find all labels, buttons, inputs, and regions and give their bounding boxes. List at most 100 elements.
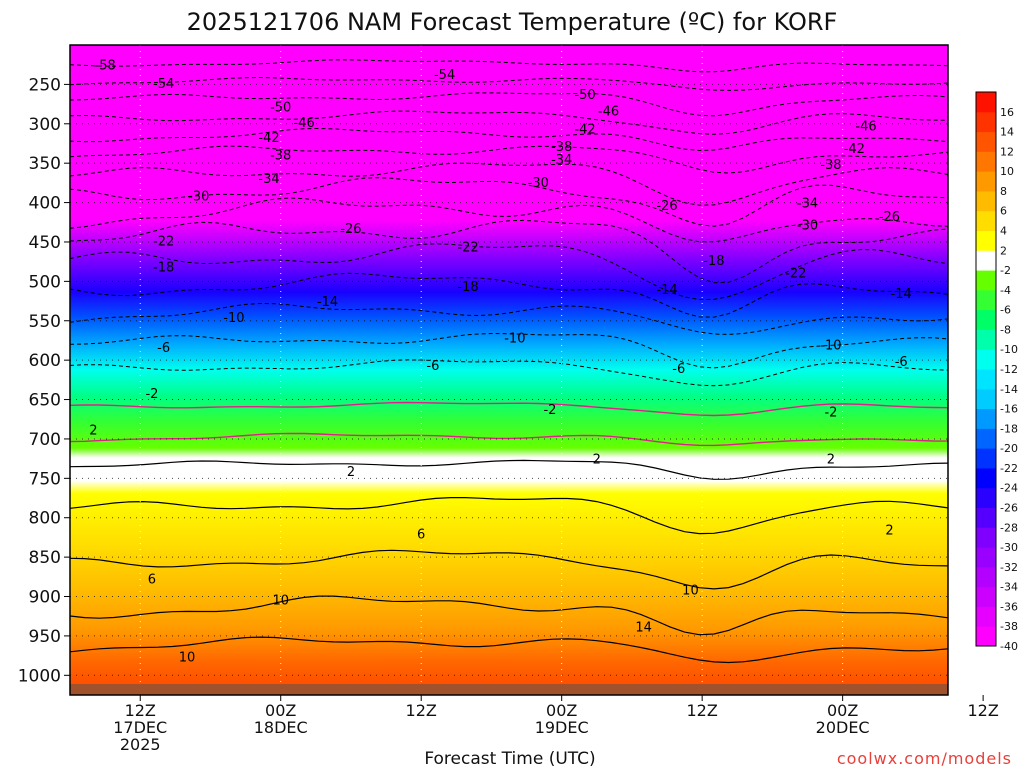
contour-label: -38 — [270, 149, 291, 164]
colorbar-label: 8 — [1000, 185, 1007, 198]
x-tick-label: 00Z — [827, 701, 858, 720]
freezing-contour-line — [70, 401, 948, 417]
colorbar-segment — [976, 467, 996, 489]
y-tick-label: 850 — [29, 548, 61, 568]
colorbar-label: -10 — [1000, 343, 1018, 356]
colorbar-label: 12 — [1000, 145, 1014, 158]
y-tick-label: 400 — [29, 194, 61, 214]
colorbar-segment — [976, 566, 996, 588]
contour-label: -6 — [895, 355, 908, 370]
colorbar-label: -26 — [1000, 502, 1018, 515]
colorbar-segment — [976, 586, 996, 607]
colorbar-segment — [976, 171, 996, 192]
y-tick-label: 600 — [29, 351, 61, 371]
colorbar-segment — [976, 309, 996, 330]
colorbar-segment — [976, 448, 996, 469]
colorbar-segment — [976, 230, 996, 251]
colorbar-label: 2 — [1000, 244, 1007, 257]
x-tick-label: 18DEC — [254, 718, 308, 737]
x-tick-label: 12Z — [125, 701, 156, 720]
contour-label: -50 — [270, 100, 291, 115]
colorbar: -40-38-36-34-32-30-28-26-24-22-20-18-16-… — [975, 91, 1018, 653]
dashed-contour-line — [70, 110, 948, 135]
x-tick-label: 00Z — [265, 701, 296, 720]
x-tick-label: 12Z — [406, 701, 437, 720]
solid-contour-line — [70, 636, 948, 664]
contour-label: -26 — [656, 199, 677, 214]
contour-label: 2 — [885, 524, 893, 539]
colorbar-label: -40 — [1000, 640, 1018, 653]
contour-label: -46 — [855, 119, 876, 134]
x-axis-label: Forecast Time (UTC) — [424, 749, 595, 768]
colorbar-segment — [976, 92, 996, 113]
contour-label: -14 — [891, 287, 912, 302]
freezing-contour-line — [70, 432, 948, 447]
contour-label: 10 — [682, 583, 699, 598]
colorbar-segment — [976, 408, 996, 429]
y-tick-label: 650 — [29, 391, 61, 411]
colorbar-label: -16 — [1000, 403, 1018, 416]
x-tick-label: 20DEC — [816, 718, 870, 737]
contour-label: -6 — [672, 362, 685, 377]
contour-label: -54 — [153, 77, 174, 92]
contour-label: -34 — [258, 172, 279, 187]
contour-label: 6 — [417, 527, 425, 542]
contour-label: -18 — [703, 254, 724, 269]
contour-label: -38 — [551, 140, 572, 155]
contour-label: -30 — [528, 176, 549, 191]
y-tick-label: 900 — [29, 588, 61, 608]
colorbar-segment — [976, 428, 996, 449]
contour-label: -30 — [188, 189, 209, 204]
contour-label: -34 — [551, 153, 572, 168]
contour-label: -14 — [317, 295, 338, 310]
contour-label: -42 — [574, 123, 595, 138]
dashed-contour-line — [70, 243, 948, 301]
y-axis: 250 300 350 400 450 500 550 600 650 700 750 800 850 9… — [18, 75, 70, 686]
dashed-contour-line — [70, 127, 948, 152]
contour-label: 14 — [635, 620, 652, 635]
contour-label: -18 — [457, 280, 478, 295]
colorbar-segment — [976, 190, 996, 212]
y-tick-label: 950 — [29, 627, 61, 647]
dashed-contour-line — [70, 359, 948, 387]
contour-label-layer: -58-54-54-50-50-46-46-46-42-42-42-38-38-… — [89, 59, 912, 666]
colorbar-label: -36 — [1000, 600, 1018, 613]
credit-text: coolwx.com/models — [837, 749, 1012, 768]
contour-label: -58 — [95, 59, 116, 74]
contour-label: 10 — [272, 594, 289, 609]
colorbar-label: 6 — [1000, 205, 1007, 218]
colorbar-segment — [976, 289, 996, 311]
solid-contour-line — [70, 595, 948, 636]
contour-label: 2 — [89, 423, 97, 438]
contour-label: -50 — [574, 88, 595, 103]
contour-label: -14 — [656, 283, 677, 298]
contour-label: -22 — [153, 234, 174, 249]
colorbar-label: -12 — [1000, 363, 1018, 376]
colorbar-label: -30 — [1000, 541, 1018, 554]
colorbar-label: 16 — [1000, 106, 1014, 119]
contour-label: 10 — [179, 650, 196, 665]
colorbar-segment — [976, 210, 996, 231]
y-tick-label: 250 — [29, 75, 61, 95]
ground-strip — [70, 684, 948, 695]
contour-label: -42 — [258, 131, 279, 146]
contour-label: -10 — [820, 338, 841, 353]
dashed-contour-line — [70, 162, 948, 206]
colorbar-segment — [976, 369, 996, 390]
y-tick-label: 300 — [29, 115, 61, 135]
y-tick-label: 750 — [29, 469, 61, 489]
contour-label: -6 — [157, 341, 170, 356]
x-tick-label: 12Z — [686, 701, 717, 720]
colorbar-segment — [976, 487, 996, 508]
contour-label: -38 — [820, 158, 841, 173]
contour-layer — [70, 59, 948, 664]
colorbar-segment — [976, 507, 996, 528]
colorbar-segment — [976, 250, 996, 271]
colorbar-segment — [976, 349, 996, 370]
x-tick-label: 2025 — [120, 735, 161, 754]
solid-contour-line — [70, 459, 948, 480]
plot-area: -58-54-54-50-50-46-46-46-42-42-42-38-38-… — [70, 45, 948, 695]
grid-layer — [70, 45, 948, 695]
colorbar-label: -24 — [1000, 482, 1018, 495]
